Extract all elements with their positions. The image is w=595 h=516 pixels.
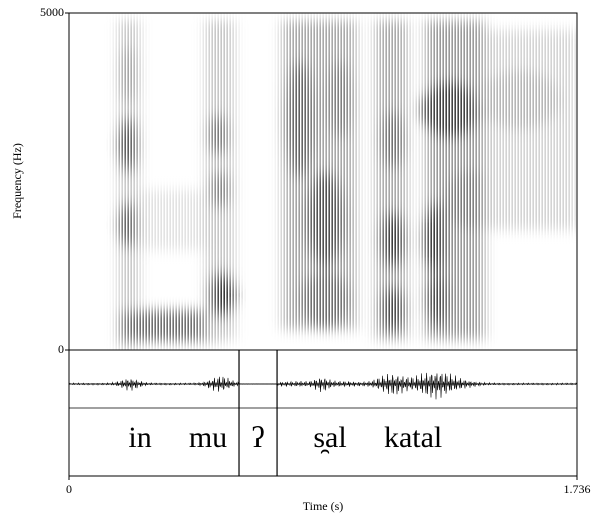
spectrogram-image [118, 20, 577, 350]
annotation-label: s̯al [313, 421, 346, 454]
x-tick-label: 1.736 [564, 482, 591, 496]
waveform [69, 373, 577, 399]
annotation-label: ʔ [251, 421, 264, 454]
annotation-label: mu [189, 421, 227, 454]
y-tick-label: 0 [58, 342, 64, 356]
annotation-frame [69, 350, 577, 476]
x-tick-label: 0 [66, 482, 72, 496]
spectrogram-view: Frequency (Hz) Time (s) 0 5000 0 1.736 in mu ʔ… [0, 0, 595, 516]
y-axis-label: Frequency (Hz) [10, 143, 24, 219]
y-tick-label: 5000 [40, 5, 64, 19]
x-axis-label: Time (s) [303, 499, 344, 513]
annotation-label: in [128, 421, 151, 454]
annotation-label: katal [384, 421, 442, 454]
